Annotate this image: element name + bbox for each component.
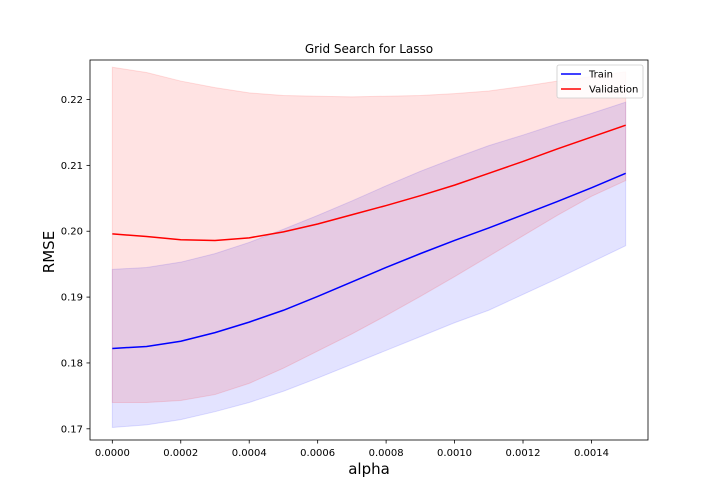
train-std-band <box>111 101 627 429</box>
x-tick-label: 0.0002 <box>163 448 198 459</box>
x-tick-label: 0.0010 <box>437 448 472 459</box>
legend-label-train: Train <box>588 70 613 81</box>
y-axis-label: RMSE <box>40 231 58 273</box>
x-tick-label: 0.0006 <box>300 448 335 459</box>
y-tick-label: 0.21 <box>61 161 83 172</box>
y-tick-label: 0.20 <box>61 227 83 238</box>
legend: Train Validation <box>556 64 644 99</box>
confidence-bands <box>111 66 627 429</box>
x-tick-label: 0.0004 <box>232 448 267 459</box>
series-lines <box>112 124 626 350</box>
y-tick-label: 0.17 <box>61 424 83 435</box>
x-tick-label: 0.0008 <box>369 448 404 459</box>
train-line <box>112 172 626 350</box>
y-tick-label: 0.19 <box>61 293 83 304</box>
y-tick-label: 0.18 <box>61 358 83 369</box>
x-tick-label: 0.0012 <box>506 448 541 459</box>
y-tick-label: 0.22 <box>61 95 83 106</box>
chart-title: Grid Search for Lasso <box>305 42 433 56</box>
plot-area-frame <box>89 59 649 441</box>
legend-label-validation: Validation <box>589 85 638 96</box>
y-axis-ticks: 0.17 0.18 0.19 0.20 0.21 0.22 <box>61 95 90 435</box>
validation-line <box>112 124 626 242</box>
x-tick-label: 0.0000 <box>95 448 130 459</box>
x-tick-label: 0.0014 <box>574 448 609 459</box>
x-axis-ticks: 0.0000 0.0002 0.0004 0.0006 0.0008 0.0010 0.00… <box>95 440 609 459</box>
validation-std-band <box>111 66 627 403</box>
x-axis-label: alpha <box>348 460 390 478</box>
